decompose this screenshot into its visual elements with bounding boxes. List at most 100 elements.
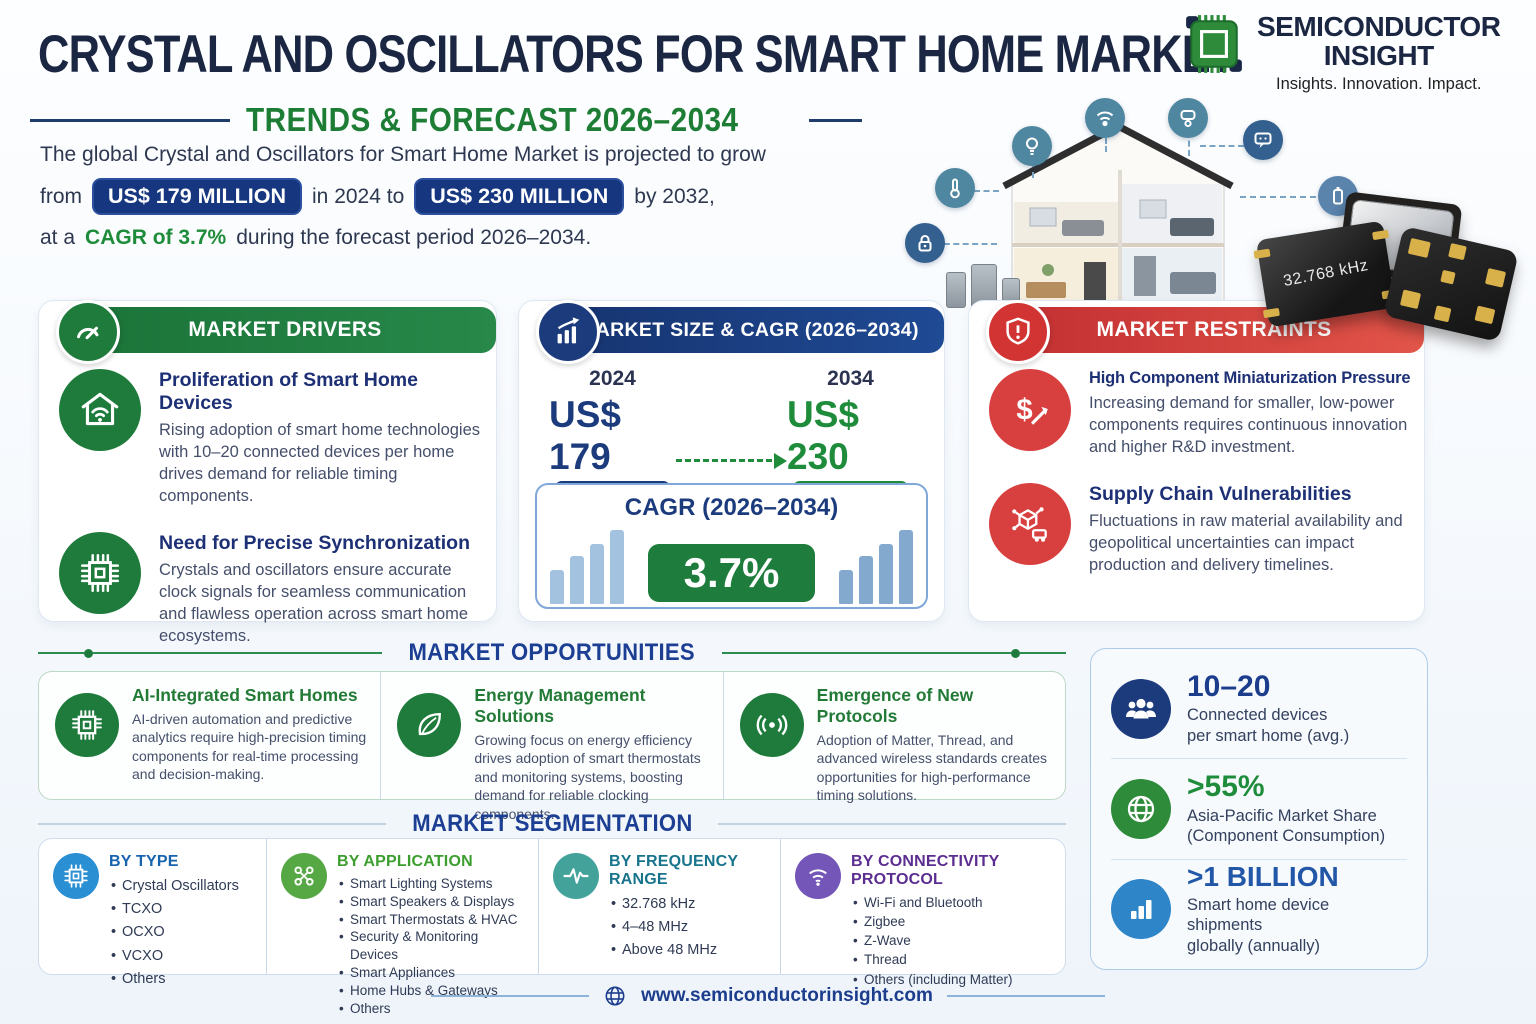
smart-appliance-units xyxy=(946,264,1020,308)
opportunity-title: Energy Management Solutions xyxy=(474,685,646,726)
intro-between: in 2024 to xyxy=(312,184,405,208)
segment-list: Smart Lighting Systems Smart Speakers & … xyxy=(337,875,528,1018)
stat-value: >1 BILLION xyxy=(1187,861,1339,893)
brand-tagline: Insights. Innovation. Impact. xyxy=(1275,75,1482,94)
market-restraints-card: MARKET RESTRAINTS $ High Component Minia… xyxy=(968,300,1425,622)
market-size-card: MARKET SIZE & CAGR (2026–2034) 2024 US$ … xyxy=(518,300,945,622)
list-item: Thread xyxy=(851,950,1055,969)
opportunity-body: Adoption of Matter, Thread, and advanced… xyxy=(816,732,1047,804)
supply-chain-icon xyxy=(989,482,1071,565)
stat-item: >55% Asia-Pacific Market Share (Componen… xyxy=(1111,759,1407,860)
footer-url[interactable]: www.semiconductorinsight.com xyxy=(641,985,933,1006)
chip-icon xyxy=(55,693,119,757)
appliance-unit xyxy=(946,272,966,308)
intro-after: by 2032, xyxy=(634,184,715,208)
wifi-icon xyxy=(795,853,841,899)
driver-item-text: Proliferation of Smart Home Devices Risi… xyxy=(159,369,482,508)
driver-item: Proliferation of Smart Home Devices Risi… xyxy=(59,369,482,508)
opportunity-title: Emergence of New Protocols xyxy=(816,685,974,726)
opportunity-text: AI-Integrated Smart Homes AI-driven auto… xyxy=(132,685,366,791)
smart-lock-icon xyxy=(905,223,945,263)
list-item: Above 48 MHz xyxy=(609,939,770,962)
market-drivers-header: MARKET DRIVERS xyxy=(56,300,496,364)
people-icon xyxy=(1111,678,1171,739)
end-value: US$ 230 xyxy=(787,394,859,477)
segment-text: BY TYPE Crystal Oscillators TCXO OCXO VC… xyxy=(109,849,239,991)
signal-icon xyxy=(739,693,804,757)
segment-title: BY CONNECTIVITY PROTOCOL xyxy=(851,853,1000,888)
list-item: Crystal Oscillators xyxy=(109,875,239,898)
list-item: Zigbee xyxy=(851,912,1055,931)
smart-home-wifi-icon xyxy=(59,369,141,451)
bar-chart-icon xyxy=(1111,879,1171,940)
intro-paragraph: The global Crystal and Oscillators for S… xyxy=(40,143,940,250)
driver-item: Need for Precise Synchronization Crystal… xyxy=(59,531,482,648)
ascending-bars-right xyxy=(839,530,914,604)
driver-item-title: Proliferation of Smart Home Devices xyxy=(159,369,418,414)
segment-title: BY TYPE xyxy=(109,853,179,870)
segmentation-title-row: MARKET SEGMENTATION xyxy=(38,810,1066,838)
brand-name-line2: INSIGHT xyxy=(1323,39,1435,71)
stat-item: 10–20 Connected devices per smart home (… xyxy=(1111,659,1407,760)
opportunities-box: AI-Integrated Smart Homes AI-driven auto… xyxy=(38,671,1066,822)
segment-column: BY FREQUENCY RANGE 32.768 kHz 4–48 MHz A… xyxy=(539,839,781,974)
segment-text: BY APPLICATION Smart Lighting Systems Sm… xyxy=(337,849,528,1017)
segment-text: BY FREQUENCY RANGE 32.768 kHz 4–48 MHz A… xyxy=(609,849,770,968)
restraint-item: Supply Chain Vulnerabilities Fluctuation… xyxy=(989,482,1410,577)
value-badge-2032: US$ 230 MILLION xyxy=(414,178,625,215)
intro-line-3: at a CAGR of 3.7% during the forecast pe… xyxy=(40,226,940,250)
brand-logo: SEMICONDUCTOR INSIGHT Insights. Innovati… xyxy=(1183,12,1501,94)
growth-arrow xyxy=(676,411,787,510)
globe-icon xyxy=(1111,778,1171,839)
ascending-bars-left xyxy=(549,530,624,604)
connector-line xyxy=(1240,196,1316,198)
smart-home-illustration xyxy=(1002,122,1234,313)
intro-line-1: The global Crystal and Oscillators for S… xyxy=(40,143,940,167)
stat-value: >55% xyxy=(1187,770,1265,804)
end-year: 2034 xyxy=(827,367,874,390)
growth-chart-icon xyxy=(536,300,600,364)
list-item: Smart Thermostats & HVAC xyxy=(337,911,528,929)
opportunity-body: AI-driven automation and predictive anal… xyxy=(132,711,367,783)
cagr-highlight: CAGR of 3.7% xyxy=(85,226,227,249)
list-item: Z-Wave xyxy=(851,931,1055,950)
cagr-title: CAGR (2026–2034) xyxy=(624,494,839,521)
cagr-box: CAGR (2026–2034) 3.7% xyxy=(535,483,928,609)
list-item: Others xyxy=(337,1000,528,1018)
market-restraints-header: MARKET RESTRAINTS xyxy=(986,300,1424,364)
list-item: 32.768 kHz xyxy=(609,893,770,916)
segment-text: BY CONNECTIVITY PROTOCOL Wi-Fi and Bluet… xyxy=(851,849,1055,989)
chip-logo-icon xyxy=(1186,15,1242,73)
waveform-icon xyxy=(553,853,599,899)
list-item: Smart Lighting Systems xyxy=(337,875,528,893)
stat-value: 10–20 xyxy=(1187,669,1271,703)
intro-at-a: at a xyxy=(40,226,76,249)
market-size-header: MARKET SIZE & CAGR (2026–2034) xyxy=(536,300,944,364)
opportunities-title-row: MARKET OPPORTUNITIES xyxy=(38,639,1066,667)
opportunity-item: Energy Management Solutions Growing focu… xyxy=(381,672,724,822)
restraint-item-title: High Component Miniaturization Pressure xyxy=(1089,369,1411,387)
segment-column: BY APPLICATION Smart Lighting Systems Sm… xyxy=(267,839,539,1017)
start-year: 2024 xyxy=(589,367,636,390)
segment-column: BY TYPE Crystal Oscillators TCXO OCXO VC… xyxy=(39,839,267,991)
dollar-growth-icon: $ xyxy=(989,369,1071,451)
list-item: Home Hubs & Gateways xyxy=(337,982,528,1000)
subtitle-right-rule xyxy=(809,118,862,122)
intro-line-2: from US$ 179 MILLION in 2024 to US$ 230 … xyxy=(40,178,940,215)
lightbulb-icon xyxy=(1012,126,1052,166)
chip-icon xyxy=(53,853,99,899)
list-item: VCXO xyxy=(109,945,239,968)
opportunity-item: AI-Integrated Smart Homes AI-driven auto… xyxy=(39,672,382,799)
footer: www.semiconductorinsight.com xyxy=(0,984,1536,1008)
restraint-item-title: Supply Chain Vulnerabilities xyxy=(1089,482,1352,505)
list-item: Wi-Fi and Bluetooth xyxy=(851,893,1055,912)
opportunities-title: MARKET OPPORTUNITIES xyxy=(408,639,696,666)
segment-list: Crystal Oscillators TCXO OCXO VCXO Other… xyxy=(109,875,239,991)
stat-item: >1 BILLION Smart home device shipments g… xyxy=(1111,860,1407,959)
cagr-row: 3.7% xyxy=(537,530,926,604)
stat-label: Connected devices per smart home (avg.) xyxy=(1187,706,1350,745)
restraints-items: $ High Component Miniaturization Pressur… xyxy=(989,369,1411,577)
shield-alert-icon xyxy=(986,300,1050,364)
driver-item-title: Need for Precise Synchronization xyxy=(159,531,471,554)
